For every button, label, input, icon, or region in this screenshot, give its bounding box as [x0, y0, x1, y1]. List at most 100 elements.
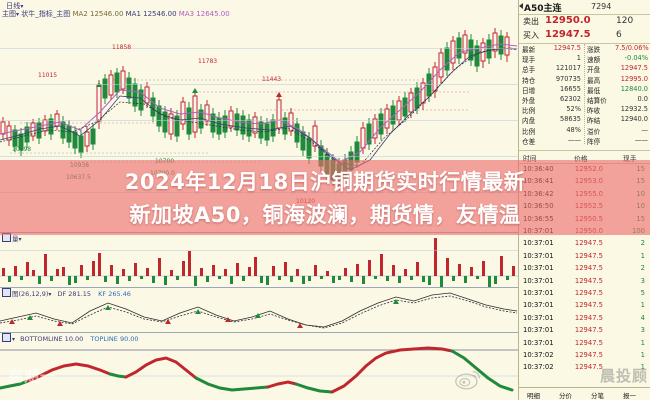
chart-header-bar: 日线▾ 主图▾ 状牛_指标_主图 MA2 12546.00 MA1 12546.…: [0, 0, 518, 22]
tab-fenbi[interactable]: 分笔: [591, 392, 604, 400]
tick-row[interactable]: 10:37:01 12947.5 4: [519, 313, 650, 324]
tab-baoyi[interactable]: 报一: [623, 392, 636, 400]
stat-label-right: 昨收: [587, 107, 601, 116]
stat-value-right: ——: [634, 135, 648, 144]
kdj-pane-label[interactable]: ▾ BOTTOMLINE 10.00 TOPLINE 90.00: [2, 333, 139, 343]
tick-row[interactable]: 10:37:01 12947.5 3: [519, 276, 650, 287]
bid-label: 买入: [523, 31, 539, 40]
stat-value-left: 62302: [560, 95, 581, 103]
tick-price: 12947.5: [574, 301, 603, 310]
stat-value-left: 48%: [566, 125, 581, 134]
tick-row[interactable]: 10:37:01 12947.5 2: [519, 263, 650, 274]
ask-row[interactable]: 卖出 12950.0 120: [519, 15, 650, 29]
tick-volume: 1: [640, 351, 645, 359]
volume-bars: [0, 238, 518, 287]
stat-value-left: 52%: [566, 105, 581, 114]
stat-label-left: 比例: [522, 127, 536, 136]
stat-value-right: 7.5/0.06%: [615, 44, 649, 52]
overlay-title-line2: 新加坡A50，铜海波澜，期货情，友情温: [129, 203, 521, 227]
stat-value-right: 0.0: [637, 95, 649, 103]
stat-label-left: 仓差: [522, 137, 536, 146]
tick-time: 10:37:01: [523, 301, 554, 310]
stat-label-left: 外盘: [522, 97, 536, 105]
volume-pane[interactable]: 量▾: [0, 232, 518, 287]
stat-row: 仓差 —— 阵停 ——: [519, 136, 650, 146]
tick-row[interactable]: 10:37:01 12947.5 1: [519, 338, 650, 349]
pane-menu-icon-2[interactable]: [2, 288, 11, 297]
period-selector[interactable]: 日线▾: [6, 1, 24, 11]
tick-volume: 4: [640, 313, 645, 322]
stat-value-left: 1: [576, 54, 581, 63]
weibo-logo-icon: [455, 371, 481, 390]
instrument-title-row[interactable]: A50主连 7294: [519, 0, 650, 14]
stat-row: 内盘 58635 昨结 12940.0: [519, 115, 650, 125]
ma1-value: MA1 12546.00: [125, 10, 177, 18]
macd-lines: [0, 292, 518, 329]
bottom-tab-bar[interactable]: 明细 分价 分笔 报一: [519, 387, 650, 400]
stat-label-left: 日增: [522, 86, 536, 95]
stat-label-right: 溢价: [587, 127, 601, 136]
stat-label-right: 最低: [587, 86, 601, 95]
stat-row: 持仓 970735 最高 12995.0: [519, 75, 650, 85]
tick-row[interactable]: 10:37:01 12947.5 2: [519, 238, 650, 249]
back-arrow-icon[interactable]: [519, 3, 523, 9]
ticks-header-price: 价格: [574, 155, 588, 163]
indicator-legend-row: 主图▾ 状牛_指标_主图 MA2 12546.00 MA1 12546.00 M…: [2, 9, 230, 19]
tick-price: 12947.5: [574, 289, 603, 297]
tick-price: 12947.5: [574, 338, 603, 347]
stat-label-left: 内盘: [522, 117, 536, 126]
stat-value-right: 12995.0: [620, 74, 648, 83]
tick-volume: 3: [640, 326, 645, 335]
overlay-title: 2024年12月18日沪铜期货实时行情最新 新加坡A50，铜海波澜，期货情，友情…: [0, 166, 650, 232]
chevron-down-icon-2[interactable]: ▾: [16, 11, 20, 18]
stat-label-right: 速额: [587, 56, 601, 65]
watermark-brand: 晨投顾: [599, 367, 648, 385]
stat-label-right: 开盘: [587, 66, 601, 75]
price-label-high-1: 11858: [112, 44, 132, 51]
chevron-down-icon[interactable]: ▾: [20, 3, 24, 10]
tick-price: 12947.5: [574, 313, 603, 322]
stat-row: 比例 48% 溢价 —: [519, 126, 650, 136]
stat-row: 总手 121017 开盘 12947.5: [519, 64, 650, 74]
tick-volume: 1: [640, 338, 645, 347]
tick-time: 10:37:01: [523, 276, 554, 285]
kdj-pane[interactable]: ▾ BOTTOMLINE 10.00 TOPLINE 90.00: [0, 332, 518, 400]
main-chart-label[interactable]: 主图: [2, 10, 16, 18]
tick-row[interactable]: 10:37:01 12947.5 1: [519, 300, 650, 311]
tab-fenjia[interactable]: 分价: [559, 392, 572, 400]
tick-row[interactable]: 10:37:02 12947.5 1: [519, 350, 650, 361]
stat-label-left: 最新: [522, 46, 536, 54]
stat-label-left: 总手: [522, 66, 536, 75]
tick-row[interactable]: 10:37:01 12947.5 5: [519, 288, 650, 299]
tick-time: 10:37:01: [523, 251, 554, 260]
watermark-site: 高期一: [8, 367, 57, 385]
bid-qty: 6: [616, 30, 622, 40]
tick-row[interactable]: 10:37:02 12947.5 1: [519, 362, 650, 373]
tick-time: 10:37:01: [523, 326, 554, 335]
stat-label-left: 现手: [522, 56, 536, 65]
stat-row: 比例 52% 昨收 12932.5: [519, 105, 650, 115]
stat-row: 最新 12947.5 涨跌 7.5/0.06%: [519, 44, 650, 54]
tick-volume: 5: [640, 289, 645, 297]
overlay-indicator-label[interactable]: 状牛_指标_主图: [21, 10, 71, 18]
stat-label-right: 昨结: [587, 117, 601, 126]
stat-label-right: 涨跌: [587, 46, 601, 54]
tick-volume: 1: [640, 363, 645, 372]
price-label-low-0: 10898: [12, 146, 32, 153]
stat-label-left: 比例: [522, 107, 536, 116]
ask-price: 12950.0: [545, 15, 591, 26]
tick-price: 12947.5: [574, 363, 603, 372]
macd-pane[interactable]: 图(26,12,9)▾ DF 281.15 KF 265.46: [0, 287, 518, 332]
macd-kf-value: KF 265.46: [98, 290, 131, 298]
macd-pane-label[interactable]: 图(26,12,9)▾ DF 281.15 KF 265.46: [2, 288, 131, 298]
kdj-topline-value: TOPLINE 90.00: [90, 335, 139, 343]
pane-menu-icon-3[interactable]: [2, 333, 11, 342]
kdj-bottomline-value: BOTTOMLINE 10.00: [20, 335, 84, 343]
bid-row[interactable]: 买入 12947.5 6: [519, 29, 650, 43]
tab-mingxi[interactable]: 明细: [527, 392, 540, 400]
tick-row[interactable]: 10:37:01 12947.5 1: [519, 251, 650, 262]
instrument-code: 7294: [591, 2, 612, 11]
stat-value-left: 58635: [560, 115, 581, 124]
tick-row[interactable]: 10:37:01 12947.5 3: [519, 325, 650, 336]
price-label-high-0: 11015: [38, 72, 58, 79]
